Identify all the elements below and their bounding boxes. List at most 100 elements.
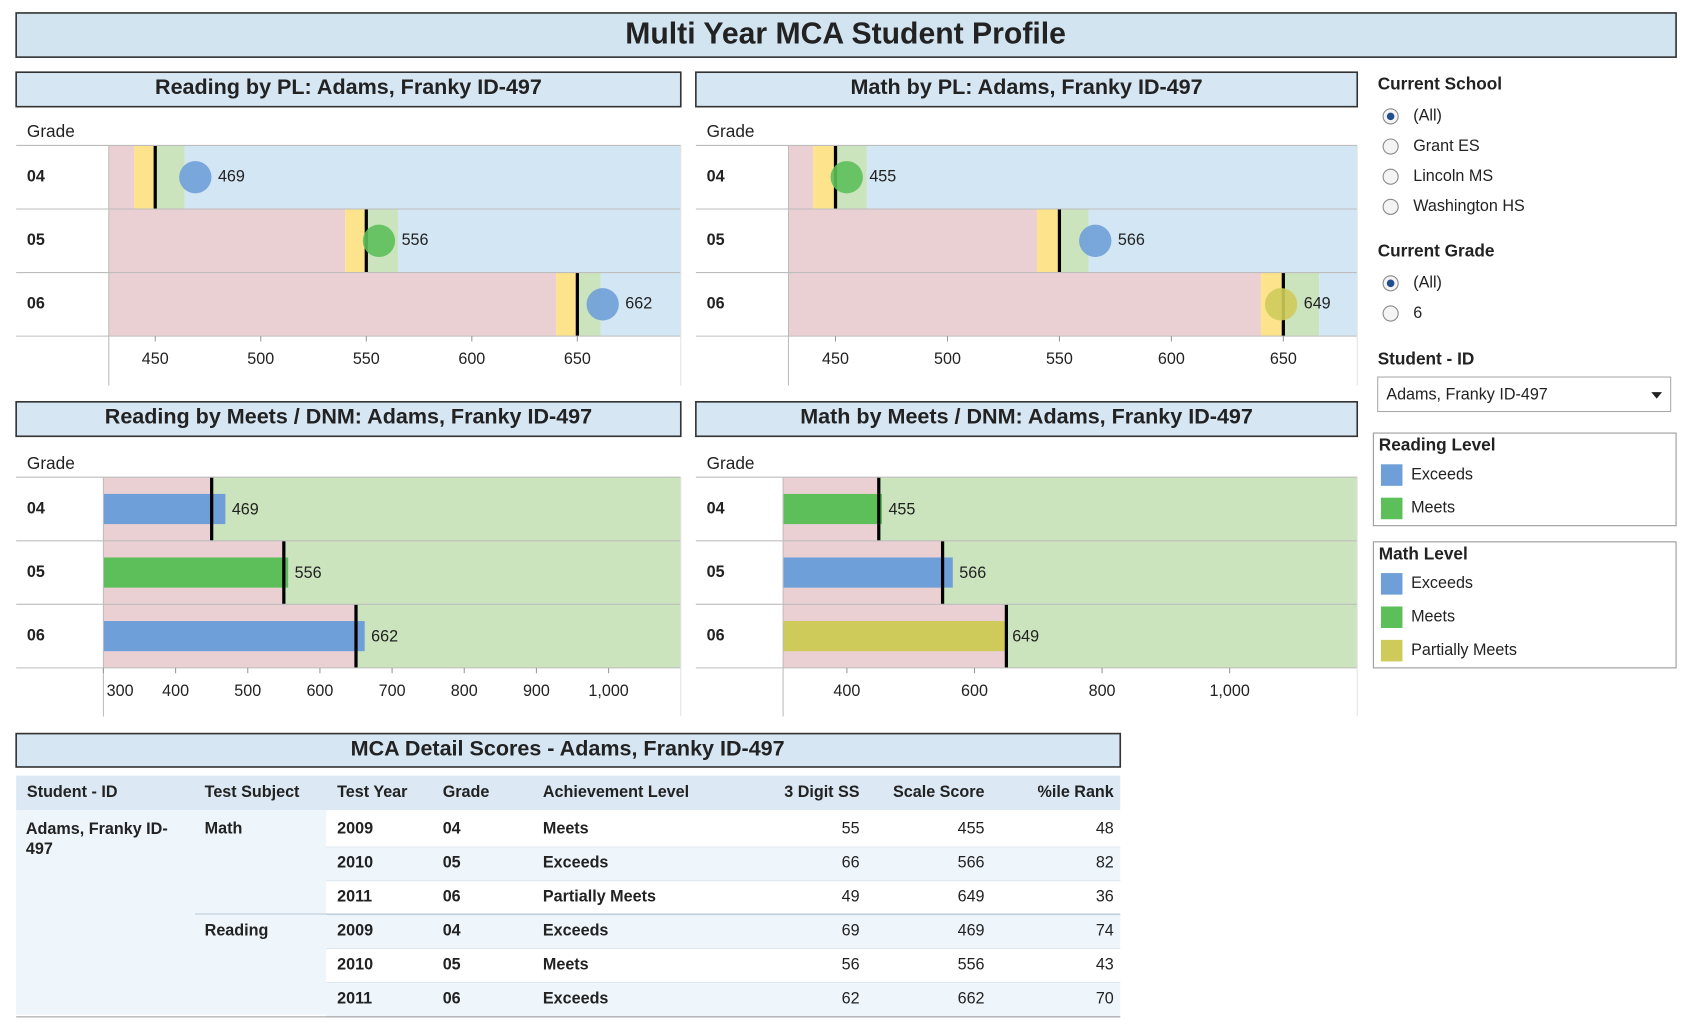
category-label: 06 bbox=[27, 295, 45, 313]
column-header: %ile Rank bbox=[1038, 783, 1114, 801]
category-label: 05 bbox=[707, 563, 725, 581]
column-header: Achievement Level bbox=[543, 783, 689, 801]
band bbox=[866, 145, 1358, 210]
table-cell: Exceeds bbox=[543, 854, 609, 872]
chart-title: Reading by Meets / DNM: Adams, Franky ID… bbox=[105, 405, 592, 429]
table-cell: 2010 bbox=[337, 955, 373, 973]
radio-dot bbox=[1386, 279, 1395, 288]
row-bg bbox=[326, 982, 1121, 1017]
category-label: 06 bbox=[707, 295, 725, 313]
bar bbox=[103, 557, 289, 588]
category-label: 04 bbox=[707, 499, 725, 517]
table-title: MCA Detail Scores - Adams, Franky ID-497 bbox=[351, 736, 785, 760]
column-header: Student - ID bbox=[27, 783, 118, 801]
chart-title-box bbox=[695, 401, 1359, 438]
chart-title-box bbox=[695, 71, 1359, 108]
chart-title: Math by Meets / DNM: Adams, Franky ID-49… bbox=[800, 405, 1253, 429]
band bbox=[184, 145, 681, 210]
band bbox=[134, 145, 156, 210]
radio-button[interactable] bbox=[1382, 305, 1399, 322]
table-cell: 662 bbox=[958, 989, 985, 1007]
score-dot bbox=[586, 288, 619, 321]
category-label: 04 bbox=[27, 499, 45, 517]
table-cell: 2010 bbox=[337, 854, 373, 872]
x-tick-label: 400 bbox=[833, 682, 860, 700]
table-cell: 649 bbox=[958, 888, 985, 906]
table-cell: 55 bbox=[842, 820, 860, 838]
band bbox=[283, 540, 681, 605]
radio-button[interactable] bbox=[1382, 138, 1399, 155]
filter-title: Current School bbox=[1378, 74, 1502, 94]
y-axis-label: Grade bbox=[27, 121, 75, 141]
table-cell: 2011 bbox=[337, 989, 372, 1007]
radio-button[interactable] bbox=[1382, 168, 1399, 185]
legend-title: Reading Level bbox=[1379, 435, 1496, 455]
y-axis-label: Grade bbox=[707, 121, 755, 141]
table-cell: Meets bbox=[543, 820, 589, 838]
table-cell: 48 bbox=[1096, 820, 1114, 838]
band bbox=[397, 209, 681, 273]
chart-title-box bbox=[15, 401, 682, 438]
value-label: 469 bbox=[232, 500, 259, 518]
radio-label[interactable]: (All) bbox=[1413, 274, 1442, 292]
table-cell: 70 bbox=[1096, 989, 1114, 1007]
band bbox=[108, 145, 135, 210]
radio-dot bbox=[1386, 112, 1395, 121]
student-id: Adams, Franky ID-497 bbox=[25, 819, 168, 859]
x-tick-label: 650 bbox=[1270, 350, 1297, 368]
x-tick-label: 500 bbox=[247, 350, 274, 368]
band bbox=[1088, 209, 1358, 273]
column-header: Scale Score bbox=[893, 783, 985, 801]
band bbox=[556, 272, 578, 337]
band bbox=[788, 145, 814, 210]
bar bbox=[103, 493, 226, 525]
legend-swatch bbox=[1380, 497, 1403, 520]
value-label: 455 bbox=[869, 167, 896, 185]
radio-label[interactable]: Grant ES bbox=[1413, 137, 1480, 155]
legend-label: Exceeds bbox=[1411, 574, 1473, 592]
band bbox=[1319, 272, 1358, 337]
value-label: 556 bbox=[295, 564, 322, 582]
column-header: Test Subject bbox=[205, 783, 300, 801]
x-tick-label: 1,000 bbox=[1209, 682, 1249, 700]
table-cell: 556 bbox=[958, 955, 985, 973]
table-cell: 04 bbox=[443, 922, 461, 940]
table-cell: 62 bbox=[842, 989, 860, 1007]
x-tick-label: 800 bbox=[451, 682, 478, 700]
value-label: 649 bbox=[1012, 627, 1039, 645]
x-tick-label: 500 bbox=[934, 350, 961, 368]
table-cell: 2009 bbox=[337, 922, 373, 940]
column-header: Test Year bbox=[337, 783, 408, 801]
x-tick-label: 500 bbox=[234, 682, 261, 700]
x-tick-label: 300 bbox=[107, 682, 134, 700]
radio-button[interactable] bbox=[1382, 198, 1399, 215]
table-header-bg bbox=[16, 775, 1121, 811]
value-label: 566 bbox=[959, 564, 986, 582]
table-cell: 69 bbox=[842, 922, 860, 940]
value-label: 556 bbox=[402, 231, 429, 249]
x-tick-label: 600 bbox=[306, 682, 333, 700]
score-dot bbox=[362, 224, 396, 257]
table-cell: 2009 bbox=[337, 820, 373, 838]
radio-label[interactable]: 6 bbox=[1413, 304, 1422, 322]
table-cell: 469 bbox=[958, 922, 985, 940]
filter-title: Current Grade bbox=[1378, 241, 1495, 261]
table-cell: Meets bbox=[543, 955, 589, 973]
table-cell: 74 bbox=[1096, 922, 1114, 940]
y-axis-label: Grade bbox=[707, 453, 755, 473]
radio-label[interactable]: Lincoln MS bbox=[1413, 167, 1493, 185]
dropdown[interactable] bbox=[1377, 376, 1672, 413]
value-label: 566 bbox=[1118, 231, 1145, 249]
row-bg bbox=[326, 813, 1121, 848]
y-axis-label: Grade bbox=[27, 453, 75, 473]
table-cell: 56 bbox=[842, 955, 860, 973]
table-cell: 49 bbox=[842, 888, 860, 906]
band bbox=[942, 540, 1358, 605]
value-label: 455 bbox=[888, 500, 915, 518]
value-label: 662 bbox=[625, 295, 652, 313]
legend-swatch bbox=[1380, 606, 1403, 629]
score-dot bbox=[1264, 288, 1298, 321]
radio-label[interactable]: (All) bbox=[1413, 107, 1442, 125]
radio-label[interactable]: Washington HS bbox=[1413, 197, 1525, 215]
legend-label: Meets bbox=[1411, 499, 1455, 517]
